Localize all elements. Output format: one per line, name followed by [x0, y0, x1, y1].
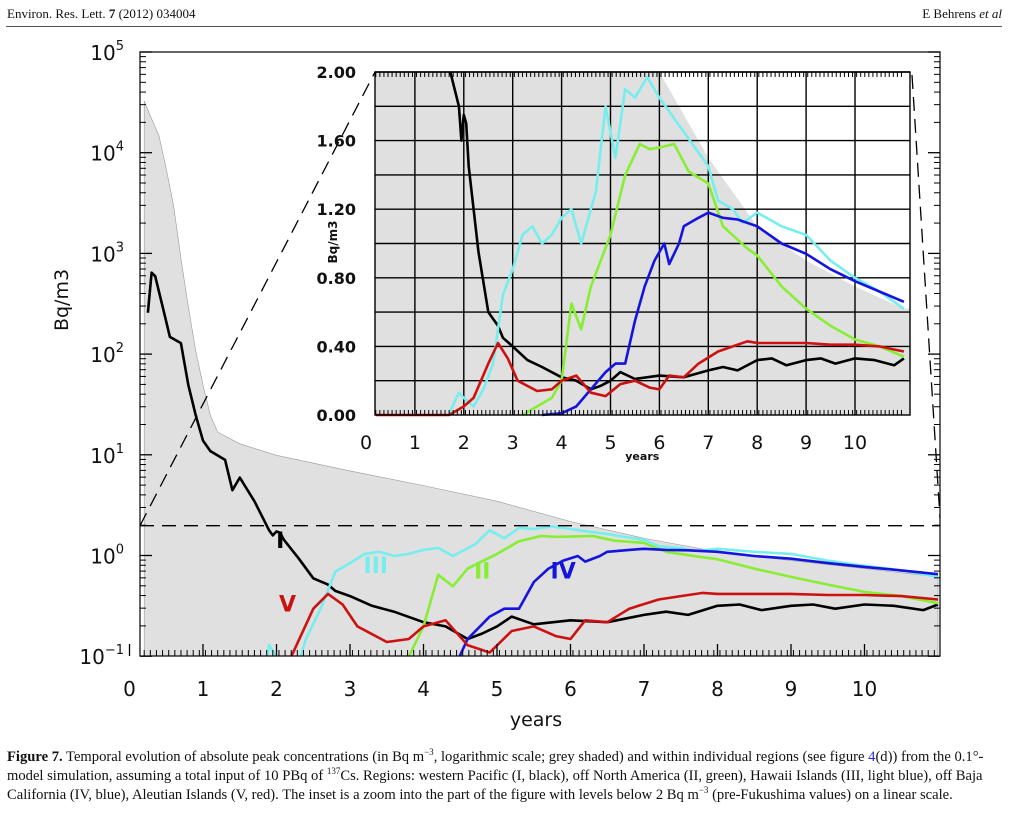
inset-x-tick-label: 5 [604, 432, 616, 454]
series-label-V: V [279, 593, 296, 618]
caption-superscript: 137 [326, 766, 341, 777]
y-tick-label: 101 [90, 442, 124, 468]
inset-plot-frame [374, 71, 911, 416]
y-tick-base: 10 [90, 444, 115, 468]
inset-y-tick-label: 2.00 [317, 63, 356, 82]
inset-x-tick-label: 8 [751, 432, 763, 454]
inset-x-tick-label: 6 [653, 432, 665, 454]
series-line-V [290, 591, 939, 656]
year-article: (2012) 034004 [118, 6, 196, 21]
x-tick-label: 9 [785, 677, 798, 701]
inset-y-tick-label: 1.20 [317, 200, 356, 219]
inset-x-tick-label: 10 [843, 432, 867, 454]
envelope-area [143, 100, 939, 656]
inset-series-line-II [521, 142, 905, 417]
figure-caption: Figure 7. Temporal evolution of absolute… [7, 748, 1007, 805]
x-tick-label: 1 [197, 677, 210, 701]
y-tick-exponent: 2 [116, 341, 124, 356]
series-label-II: II [474, 559, 490, 584]
inset-x-tick-label: 9 [800, 432, 812, 454]
series-line-I [146, 271, 939, 641]
inset-chart: 0 1 2 3 4 5 6 7 8 9 10 years 0.00 0.40 0.80 1.20 1.60 2.0… [317, 63, 911, 463]
series-label-IV: IV [551, 559, 576, 584]
inset-y-tick-label: 0.40 [317, 337, 356, 356]
figure-7: 0 1 2 3 4 5 6 7 8 9 10years10510410310210110010−1B… [51, 39, 941, 731]
y-tick-base: 10 [90, 142, 115, 166]
caption-label: Figure 7. [7, 749, 63, 765]
inset-x-tick-label: 1 [409, 432, 421, 454]
inset-y-tick-label: 1.60 [317, 132, 356, 151]
y-tick-exponent: 0 [116, 543, 124, 558]
inset-series-line-V [375, 340, 905, 417]
x-tick-label: 4 [417, 677, 430, 701]
inset-series [375, 72, 905, 417]
main-chart: 0 1 2 3 4 5 6 7 8 9 10years10510410310210110010−1B… [51, 39, 941, 731]
y-axis-label: Bq/m3 [51, 269, 73, 331]
x-tick-label: 3 [344, 677, 357, 701]
caption-text: Temporal evolution of absolute peak conc… [62, 749, 425, 765]
inset-series-line-I [449, 72, 905, 391]
y-tick-exponent: 3 [116, 240, 124, 255]
main-series [146, 271, 939, 656]
figure-link[interactable]: 4 [868, 749, 876, 765]
y-tick-exponent: 1 [116, 442, 124, 457]
y-tick-base: 10 [90, 242, 115, 266]
inset-x-tick-label: 7 [702, 432, 714, 454]
inset-x-tick-label: 3 [507, 432, 519, 454]
inset-y-tick-label: 0.00 [317, 406, 356, 425]
caption-text: Cs. Regions: western Pacific (I, black),… [7, 768, 983, 803]
x-tick-label: 2 [270, 677, 283, 701]
y-tick-base: 10 [90, 545, 115, 569]
y-tick-base: 10 [90, 41, 115, 65]
caption-text: , logarithmic scale; grey shaded) and wi… [433, 749, 869, 765]
et-al: et al [979, 6, 1002, 21]
x-tick-label: 5 [491, 677, 504, 701]
x-tick-label: 8 [711, 677, 724, 701]
inset-y-tick-label: 0.80 [317, 269, 356, 288]
y-tick-label: 104 [90, 140, 124, 166]
y-tick-label: 102 [90, 341, 124, 367]
series-line-II [407, 534, 939, 656]
series-label-III: III [363, 554, 388, 579]
x-tick-label: 6 [564, 677, 577, 701]
y-tick-label: 105 [90, 39, 124, 65]
series-label-I: I [276, 529, 284, 554]
y-tick-base: 10 [79, 645, 104, 669]
inset-x-tick-label: 4 [556, 432, 568, 454]
x-tick-label: 10 [852, 677, 877, 701]
y-tick-exponent: 4 [116, 140, 124, 155]
inset-y-axis-label: Bq/m3 [326, 221, 340, 264]
x-axis-label: years [510, 709, 562, 731]
y-tick-label: 103 [90, 240, 124, 266]
journal-name: Environ. Res. Lett. [7, 6, 106, 21]
inset-series-line-III [447, 75, 905, 414]
inset-series-line-IV [541, 211, 905, 417]
inset-x-tick-label: 2 [458, 432, 470, 454]
caption-superscript: −3 [424, 747, 434, 758]
caption-text: (pre-Fukushima values) on a linear scale… [708, 787, 953, 803]
header-rule [6, 26, 1002, 27]
volume: 7 [108, 6, 116, 21]
zoom-connector-left [139, 71, 376, 526]
inset-x-axis-label: years [625, 450, 659, 463]
caption-superscript: −3 [698, 785, 709, 796]
inset-x-tick-label: 0 [360, 432, 372, 454]
x-tick-label: 7 [638, 677, 651, 701]
running-header-authors: E Behrens et al [922, 6, 1002, 22]
y-tick-label: 10−1 [79, 643, 124, 669]
series-line-IV [458, 547, 939, 656]
zoom-connector-right [911, 74, 941, 518]
x-tick-label: 0 [123, 677, 136, 701]
y-tick-exponent: 5 [116, 39, 124, 54]
y-tick-exponent: −1 [105, 643, 124, 658]
caption-text: (d)) from the 0.1°-model simulation, ass… [7, 749, 984, 784]
series-line-III [266, 525, 939, 656]
authors: E Behrens [922, 6, 976, 21]
y-tick-base: 10 [90, 343, 115, 367]
y-tick-label: 100 [90, 543, 124, 569]
running-header-citation: Environ. Res. Lett. 7 (2012) 034004 [7, 6, 196, 22]
